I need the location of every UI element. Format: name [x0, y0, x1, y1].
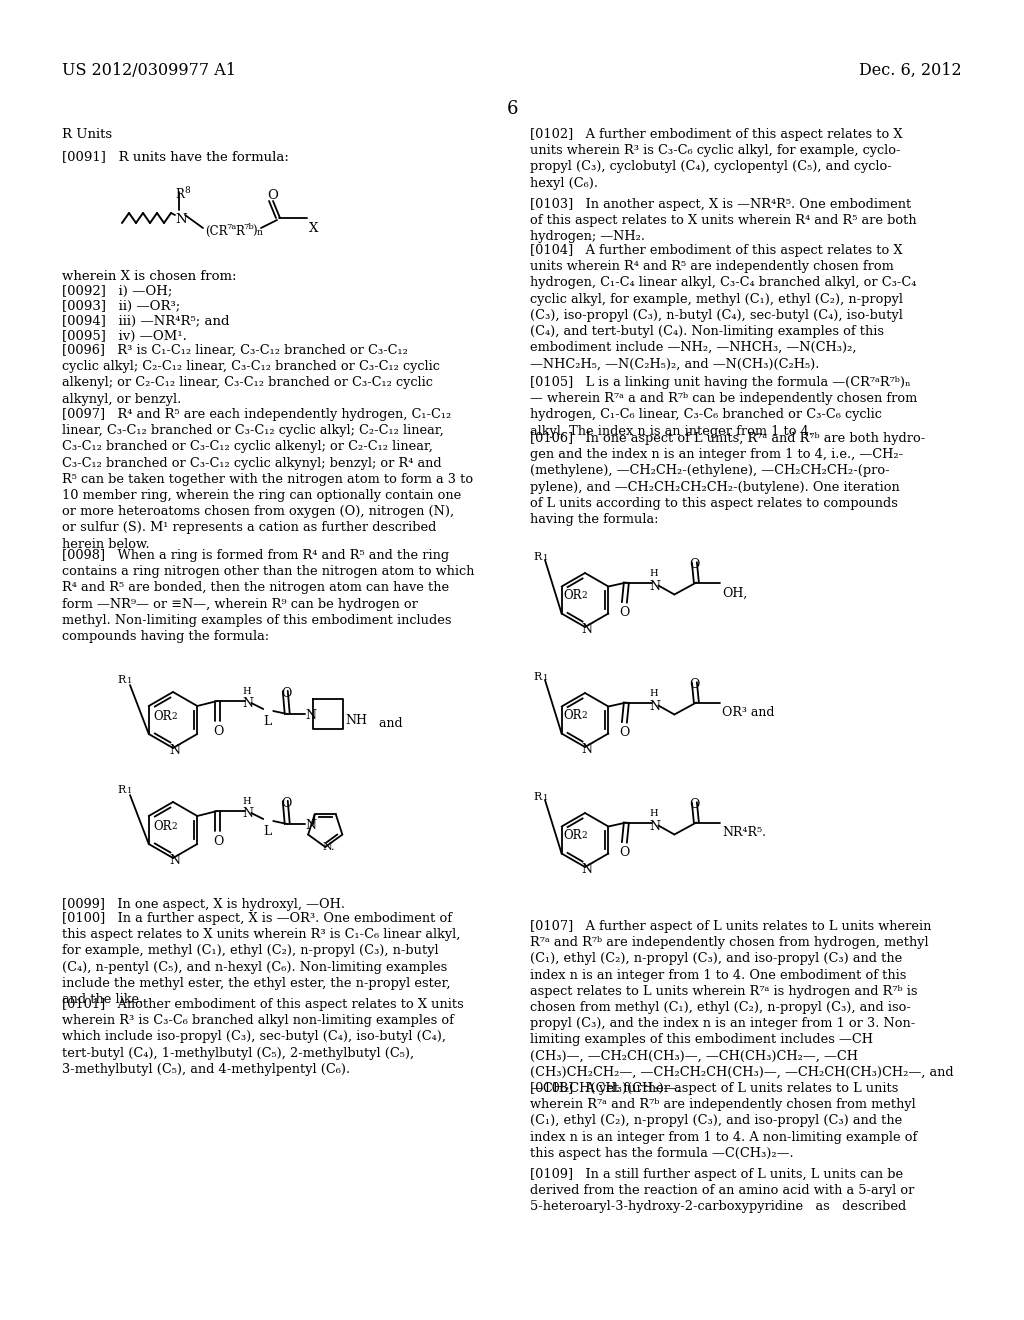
Text: N: N — [305, 709, 316, 722]
Text: (CR: (CR — [205, 224, 227, 238]
Text: H: H — [243, 686, 251, 696]
Text: N: N — [649, 700, 660, 713]
Text: X: X — [309, 222, 318, 235]
Text: N: N — [243, 807, 253, 820]
Text: NH: NH — [345, 714, 368, 727]
Text: O: O — [689, 558, 699, 572]
Text: N: N — [169, 744, 180, 756]
Text: O: O — [620, 606, 630, 619]
Text: [0103]   In another aspect, X is —NR⁴R⁵. One embodiment
of this aspect relates t: [0103] In another aspect, X is —NR⁴R⁵. O… — [530, 198, 916, 243]
Text: N: N — [175, 213, 186, 226]
Text: O: O — [689, 678, 699, 692]
Text: [0100]   In a further aspect, X is —OR³. One embodiment of
this aspect relates t: [0100] In a further aspect, X is —OR³. O… — [62, 912, 461, 1006]
Text: [0105]   L is a linking unit having the formula —(CR⁷ᵃR⁷ᵇ)ₙ
— wherein R⁷ᵃ a and : [0105] L is a linking unit having the fo… — [530, 376, 918, 438]
Text: R: R — [534, 792, 542, 803]
Text: L: L — [263, 715, 271, 729]
Text: [0094]   iii) —NR⁴R⁵; and: [0094] iii) —NR⁴R⁵; and — [62, 315, 229, 327]
Text: and: and — [368, 717, 402, 730]
Text: [0097]   R⁴ and R⁵ are each independently hydrogen, C₁-C₁₂
linear, C₃-C₁₂ branch: [0097] R⁴ and R⁵ are each independently … — [62, 408, 473, 550]
Text: N: N — [649, 579, 660, 593]
Text: [0099]   In one aspect, X is hydroxyl, —OH.: [0099] In one aspect, X is hydroxyl, —OH… — [62, 898, 345, 911]
Text: OR: OR — [563, 589, 582, 602]
Text: R Units: R Units — [62, 128, 112, 141]
Text: N.: N. — [323, 842, 335, 851]
Text: [0109]   In a still further aspect of L units, L units can be
derived from the r: [0109] In a still further aspect of L un… — [530, 1168, 914, 1213]
Text: H: H — [649, 569, 658, 578]
Text: H: H — [649, 809, 658, 818]
Text: 2: 2 — [581, 591, 587, 601]
Text: O: O — [282, 686, 292, 700]
Text: Dec. 6, 2012: Dec. 6, 2012 — [859, 62, 962, 79]
Text: O: O — [213, 725, 223, 738]
Text: 2: 2 — [581, 832, 587, 840]
Text: L: L — [263, 825, 271, 838]
Text: NR⁴R⁵.: NR⁴R⁵. — [722, 826, 766, 840]
Text: O: O — [213, 836, 223, 847]
Text: 1: 1 — [543, 795, 549, 803]
Text: OH,: OH, — [722, 586, 748, 599]
Text: N: N — [581, 863, 592, 876]
Text: 1: 1 — [127, 677, 132, 685]
Text: [0091]   R units have the formula:: [0091] R units have the formula: — [62, 150, 289, 162]
Text: [0107]   A further aspect of L units relates to L units wherein
R⁷ᵃ and R⁷ᵇ are : [0107] A further aspect of L units relat… — [530, 920, 953, 1096]
Text: R: R — [175, 187, 184, 201]
Text: H: H — [243, 797, 251, 807]
Text: N: N — [243, 697, 253, 710]
Text: OR: OR — [153, 820, 171, 833]
Text: [0096]   R³ is C₁-C₁₂ linear, C₃-C₁₂ branched or C₃-C₁₂
cyclic alkyl; C₂-C₁₂ lin: [0096] R³ is C₁-C₁₂ linear, C₃-C₁₂ branc… — [62, 345, 440, 405]
Text: [0108]   A yet further aspect of L units relates to L units
wherein R⁷ᵃ and R⁷ᵇ : [0108] A yet further aspect of L units r… — [530, 1082, 918, 1160]
Text: ): ) — [252, 224, 257, 238]
Text: OR³ and: OR³ and — [722, 706, 775, 719]
Text: N: N — [305, 818, 316, 832]
Text: H: H — [649, 689, 658, 698]
Text: [0093]   ii) —OR³;: [0093] ii) —OR³; — [62, 300, 180, 313]
Text: 7b: 7b — [243, 223, 254, 231]
Text: [0106]   In one aspect of L units, R⁷ᵃ and R⁷ᵇ are both hydro-
gen and the index: [0106] In one aspect of L units, R⁷ᵃ and… — [530, 432, 926, 525]
Text: R: R — [117, 675, 125, 685]
Text: [0104]   A further embodiment of this aspect relates to X
units wherein R⁴ and R: [0104] A further embodiment of this aspe… — [530, 244, 916, 371]
Text: O: O — [689, 799, 699, 812]
Text: 2: 2 — [171, 822, 176, 832]
Text: US 2012/0309977 A1: US 2012/0309977 A1 — [62, 62, 236, 79]
Text: [0095]   iv) —OM¹.: [0095] iv) —OM¹. — [62, 330, 186, 343]
Text: O: O — [267, 189, 278, 202]
Text: R: R — [534, 552, 542, 562]
Text: N: N — [581, 743, 592, 756]
Text: OR: OR — [563, 829, 582, 842]
Text: [0092]   i) —OH;: [0092] i) —OH; — [62, 285, 172, 298]
Text: 2: 2 — [581, 711, 587, 719]
Text: OR: OR — [563, 709, 582, 722]
Text: 1: 1 — [127, 787, 132, 795]
Text: R: R — [117, 785, 125, 795]
Text: [0101]   Another embodiment of this aspect relates to X units
wherein R³ is C₃-C: [0101] Another embodiment of this aspect… — [62, 998, 464, 1076]
Text: 6: 6 — [506, 100, 518, 117]
Text: 8: 8 — [184, 186, 189, 195]
Text: N: N — [581, 623, 592, 636]
Text: N: N — [649, 820, 660, 833]
Text: [0102]   A further embodiment of this aspect relates to X
units wherein R³ is C₃: [0102] A further embodiment of this aspe… — [530, 128, 902, 190]
Text: wherein X is chosen from:: wherein X is chosen from: — [62, 271, 237, 282]
Text: 1: 1 — [543, 675, 549, 682]
Text: R: R — [534, 672, 542, 682]
Text: 2: 2 — [171, 711, 176, 721]
Text: O: O — [282, 797, 292, 810]
Text: R: R — [234, 224, 244, 238]
Text: n: n — [257, 228, 263, 238]
Text: [0098]   When a ring is formed from R⁴ and R⁵ and the ring
contains a ring nitro: [0098] When a ring is formed from R⁴ and… — [62, 549, 474, 643]
Text: O: O — [620, 726, 630, 739]
Text: O: O — [620, 846, 630, 859]
Text: 7a: 7a — [226, 223, 237, 231]
Text: 1: 1 — [543, 554, 549, 562]
Text: N: N — [169, 854, 180, 867]
Text: OR: OR — [153, 710, 171, 723]
